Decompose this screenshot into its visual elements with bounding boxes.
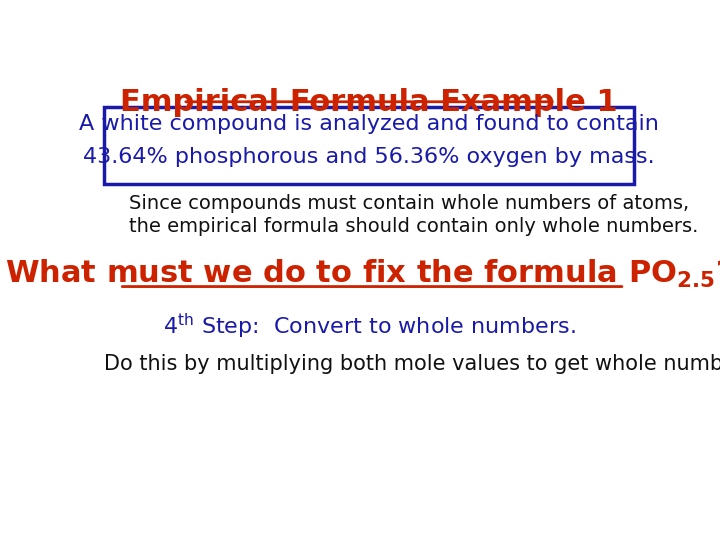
Text: What must we do to fix the formula $\mathregular{PO_{2.5}}$?: What must we do to fix the formula $\mat… (5, 258, 720, 291)
Text: Do this by multiplying both mole values to get whole numbers.: Do this by multiplying both mole values … (104, 354, 720, 374)
Text: Empirical Formula Example 1: Empirical Formula Example 1 (120, 88, 618, 117)
FancyBboxPatch shape (104, 107, 634, 184)
Text: Since compounds must contain whole numbers of atoms,: Since compounds must contain whole numbe… (129, 194, 689, 213)
Text: A white compound is analyzed and found to contain: A white compound is analyzed and found t… (79, 114, 659, 134)
Text: $\mathregular{4^{th}}$ Step:  Convert to whole numbers.: $\mathregular{4^{th}}$ Step: Convert to … (163, 312, 575, 341)
Text: the empirical formula should contain only whole numbers.: the empirical formula should contain onl… (129, 217, 698, 236)
Text: 43.64% phosphorous and 56.36% oxygen by mass.: 43.64% phosphorous and 56.36% oxygen by … (84, 147, 654, 167)
